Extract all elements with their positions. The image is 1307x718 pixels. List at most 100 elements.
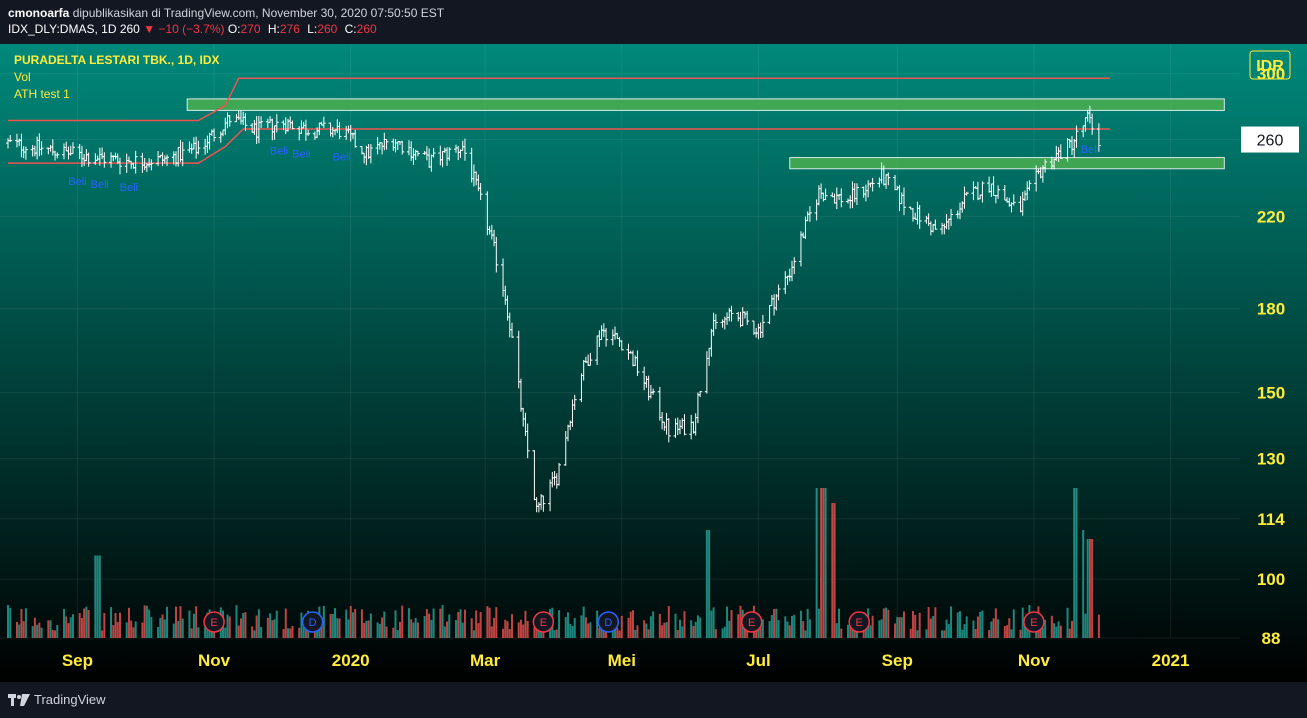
volume-bar <box>224 627 227 638</box>
volume-bar <box>114 613 117 638</box>
legend-indicator[interactable]: ATH test 1 <box>14 87 70 101</box>
volume-bar <box>271 620 274 638</box>
price-bar <box>572 394 577 411</box>
publish-info: cmonoarfa dipublikasikan di TradingView.… <box>8 6 444 20</box>
price-bar <box>1058 144 1063 159</box>
volume-bar <box>833 503 836 638</box>
volume-bar <box>9 607 12 638</box>
volume-bar <box>598 627 601 638</box>
dividend-event-icon[interactable] <box>301 611 324 633</box>
price-bar <box>353 129 358 148</box>
tradingview-logo-icon[interactable] <box>8 691 30 709</box>
earnings-event-icon[interactable] <box>740 611 763 633</box>
legend: PURADELTA LESTARI TBK., 1D, IDX Vol ATH … <box>14 53 220 101</box>
price-bar <box>368 144 373 164</box>
earnings-event-icon[interactable] <box>532 611 555 633</box>
volume-bar <box>284 608 287 638</box>
earnings-event-icon[interactable] <box>203 611 225 633</box>
volume-bar <box>161 614 164 638</box>
volume-bar <box>347 619 350 638</box>
price-change: −10 (−3.7%) <box>158 22 225 36</box>
volume-bar <box>235 605 238 638</box>
volume-bar <box>802 621 805 638</box>
volume-bar <box>956 612 959 638</box>
time-axis[interactable]: Sep Nov 2020 Mar Mei Jul Sep Nov 2021 <box>62 651 1190 670</box>
volume-bar <box>443 626 446 638</box>
price-bar <box>478 182 483 201</box>
volume-bar <box>376 622 379 638</box>
volume-bar <box>148 609 151 638</box>
x-tick-label: Nov <box>198 651 231 670</box>
price-bar <box>807 206 812 222</box>
x-tick-label: Sep <box>62 651 93 670</box>
price-bar <box>1027 180 1032 191</box>
price-bar <box>306 129 311 136</box>
volume-bar <box>692 625 695 638</box>
volume-bar <box>553 630 556 638</box>
volume-bar <box>1010 629 1013 638</box>
volume-bar <box>885 607 888 638</box>
volume-bar <box>909 628 912 638</box>
volume-bar <box>488 607 491 638</box>
volume-bar <box>407 608 410 638</box>
volume-bar <box>916 630 919 638</box>
volume-bar <box>587 623 590 638</box>
volume-bar <box>51 629 54 638</box>
volume-bar <box>204 623 207 638</box>
volume-bar <box>486 606 489 638</box>
buy-signal-label: Beli <box>270 145 288 157</box>
volume-bar <box>1068 628 1071 638</box>
volume-bar <box>726 606 729 638</box>
volume-bar <box>663 622 666 638</box>
volume-bar <box>804 630 807 638</box>
volume-bar <box>145 605 148 638</box>
volume-bar <box>696 615 699 638</box>
volume-bar <box>945 619 948 638</box>
volume-bar <box>336 618 339 638</box>
volume-bar <box>947 624 950 638</box>
volume-bar <box>887 609 890 638</box>
price-axis[interactable]: 30026022018015013011410088260 <box>1241 65 1299 648</box>
dividend-event-icon[interactable] <box>597 611 620 633</box>
volume-bar <box>580 615 583 638</box>
volume-bar <box>119 612 121 638</box>
volume-bar <box>900 617 903 638</box>
volume-bar <box>1041 627 1044 638</box>
volume-bar <box>992 618 995 638</box>
price-bar <box>400 140 405 155</box>
volume-bar <box>33 617 36 638</box>
volume-bar <box>22 621 25 638</box>
symbol-label[interactable]: IDX_DLY:DMAS, 1D <box>8 22 117 36</box>
legend-series-title[interactable]: PURADELTA LESTARI TBK., 1D, IDX <box>14 53 220 67</box>
price-bar <box>321 116 326 128</box>
price-bar <box>651 388 656 395</box>
event-marker-label: E <box>540 617 547 629</box>
volume-bar <box>864 629 867 638</box>
price-bar <box>23 146 28 160</box>
volume-bar <box>526 621 529 638</box>
volume-bar <box>710 610 713 638</box>
price-bar <box>760 314 765 338</box>
event-marker-label: E <box>856 617 863 629</box>
volume-bar <box>63 608 65 638</box>
volume-bar <box>329 613 332 638</box>
price-bar <box>165 154 170 166</box>
volume-bar <box>98 555 101 638</box>
price-bar <box>494 236 499 273</box>
volume-bar <box>1055 626 1058 638</box>
legend-vol[interactable]: Vol <box>14 70 31 84</box>
price-bar <box>431 148 436 158</box>
volume-bar <box>739 605 742 638</box>
author-name[interactable]: cmonoarfa <box>8 6 70 20</box>
volume-bar <box>517 622 520 638</box>
support-zone[interactable] <box>186 98 1225 111</box>
published-text: dipublikasikan di TradingView.com, Novem… <box>72 6 445 20</box>
tradingview-brand[interactable]: TradingView <box>34 692 106 707</box>
earnings-event-icon[interactable] <box>1023 611 1045 633</box>
volume-bar <box>1026 628 1029 638</box>
earnings-event-icon[interactable] <box>848 611 870 633</box>
support-zone[interactable] <box>789 157 1225 170</box>
volume-bar <box>979 611 982 638</box>
volume-bar <box>282 629 285 638</box>
